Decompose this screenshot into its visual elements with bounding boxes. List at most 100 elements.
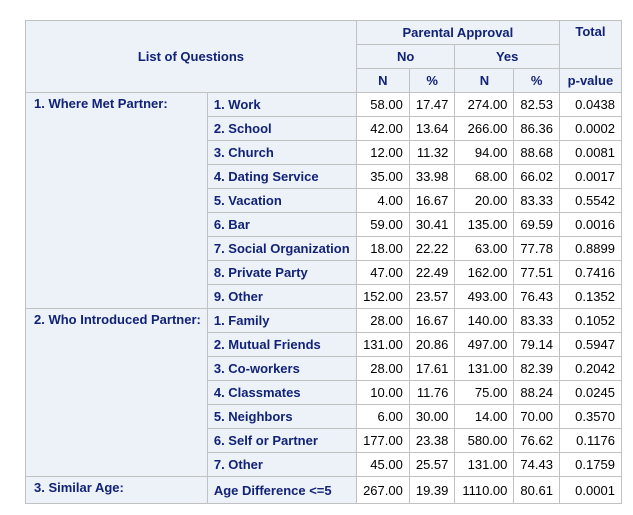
yes-n-cell: 94.00: [454, 140, 515, 165]
yes-pct-cell: 83.33: [513, 308, 560, 333]
p-value-cell: 0.1176: [558, 428, 622, 453]
no-n-cell: 42.00: [355, 116, 410, 141]
question-group-label: 1. Where Met Partner:: [25, 92, 208, 309]
yes-n-cell: 140.00: [454, 308, 515, 333]
answer-label: 5. Vacation: [206, 188, 357, 213]
no-pct-cell: 11.76: [408, 380, 456, 405]
answer-label: 3. Co-workers: [206, 356, 357, 381]
no-n-cell: 6.00: [355, 404, 410, 429]
yes-pct-cell: 77.51: [513, 260, 560, 285]
no-n-cell: 59.00: [355, 212, 410, 237]
table-row: 2. Mutual Friends 131.00 20.86 497.00 79.14 0…: [26, 332, 622, 357]
answer-label: 3. Church: [206, 140, 357, 165]
no-pct-cell: 17.47: [408, 92, 456, 117]
p-value-cell: 0.5947: [558, 332, 622, 357]
no-pct-header: %: [408, 68, 456, 93]
parental-approval-header: Parental Approval: [355, 20, 560, 45]
yes-n-cell: 131.00: [454, 452, 515, 477]
p-value-cell: 0.2042: [558, 356, 622, 381]
yes-pct-cell: 80.61: [513, 476, 560, 504]
no-header: No: [355, 44, 456, 69]
yes-n-cell: 63.00: [454, 236, 515, 261]
no-n-cell: 28.00: [355, 308, 410, 333]
yes-n-cell: 493.00: [454, 284, 515, 309]
list-of-questions-header: List of Questions: [25, 20, 357, 93]
answer-label: 9. Other: [206, 284, 357, 309]
p-value-cell: 0.3570: [558, 404, 622, 429]
answer-label: 4. Dating Service: [206, 164, 357, 189]
report-container: List of Questions Parental Approval Tota…: [25, 20, 622, 504]
no-pct-cell: 23.57: [408, 284, 456, 309]
table-row: 3. Similar Age: Age Difference <=5 267.00 1…: [25, 476, 622, 504]
no-n-cell: 152.00: [355, 284, 410, 309]
no-pct-cell: 33.98: [408, 164, 456, 189]
no-n-cell: 18.00: [355, 236, 410, 261]
answer-label: 7. Social Organization: [206, 236, 357, 261]
yes-n-cell: 131.00: [454, 356, 515, 381]
p-value-cell: 0.1759: [558, 452, 622, 477]
yes-n-cell: 162.00: [454, 260, 515, 285]
p-value-cell: 0.1052: [558, 308, 622, 333]
table-body: 1. Where Met Partner: 1. Work 58.00 17.47 27…: [25, 92, 622, 504]
table-row: 5. Neighbors 6.00 30.00 14.00 70.00 0.3570: [26, 404, 622, 429]
yes-n-cell: 497.00: [454, 332, 515, 357]
yes-n-cell: 68.00: [454, 164, 515, 189]
answer-label: 8. Private Party: [206, 260, 357, 285]
yes-pct-cell: 74.43: [513, 452, 560, 477]
no-pct-cell: 16.67: [408, 308, 456, 333]
p-value-cell: 0.0016: [558, 212, 622, 237]
yes-pct-header: %: [513, 68, 560, 93]
yes-pct-cell: 79.14: [513, 332, 560, 357]
question-group-label: 2. Who Introduced Partner:: [25, 308, 208, 477]
yes-pct-cell: 69.59: [513, 212, 560, 237]
answer-label: 1. Work: [206, 92, 357, 117]
yes-pct-cell: 76.43: [513, 284, 560, 309]
yes-n-cell: 75.00: [454, 380, 515, 405]
yes-n-cell: 135.00: [454, 212, 515, 237]
p-value-cell: 0.8899: [558, 236, 622, 261]
yes-n-cell: 274.00: [454, 92, 515, 117]
no-n-cell: 4.00: [355, 188, 410, 213]
yes-pct-cell: 66.02: [513, 164, 560, 189]
answer-label: 4. Classmates: [206, 380, 357, 405]
no-pct-cell: 17.61: [408, 356, 456, 381]
yes-pct-cell: 82.53: [513, 92, 560, 117]
p-value-cell: 0.0081: [558, 140, 622, 165]
yes-pct-cell: 83.33: [513, 188, 560, 213]
yes-pct-cell: 82.39: [513, 356, 560, 381]
answer-label: 7. Other: [206, 452, 357, 477]
p-value-cell: 0.1352: [558, 284, 622, 309]
table-row: 3. Co-workers 28.00 17.61 131.00 82.39 0.2042: [26, 356, 622, 381]
yes-header: Yes: [454, 44, 560, 69]
answer-label: 6. Self or Partner: [206, 428, 357, 453]
no-pct-cell: 11.32: [408, 140, 456, 165]
table-row: 6. Self or Partner 177.00 23.38 580.00 76.62…: [26, 428, 622, 453]
answer-label: 2. School: [206, 116, 357, 141]
p-value-cell: 0.0002: [558, 116, 622, 141]
yes-pct-cell: 86.36: [513, 116, 560, 141]
no-n-cell: 28.00: [355, 356, 410, 381]
yes-pct-cell: 88.24: [513, 380, 560, 405]
no-pct-cell: 16.67: [408, 188, 456, 213]
yes-n-cell: 20.00: [454, 188, 515, 213]
yes-pct-cell: 76.62: [513, 428, 560, 453]
parental-approval-table: List of Questions Parental Approval Tota…: [25, 20, 622, 504]
total-header: Total: [558, 20, 622, 69]
no-n-cell: 47.00: [355, 260, 410, 285]
table-row: 7. Other 45.00 25.57 131.00 74.43 0.1759: [26, 452, 622, 477]
p-value-cell: 0.0245: [558, 380, 622, 405]
no-n-cell: 177.00: [355, 428, 410, 453]
table-row: 2. School 42.00 13.64 266.00 86.36 0.0002: [26, 116, 622, 141]
table-row: 3. Church 12.00 11.32 94.00 88.68 0.0081: [26, 140, 622, 165]
table-row: 6. Bar 59.00 30.41 135.00 69.59 0.0016: [26, 212, 622, 237]
answer-label: Age Difference <=5: [206, 476, 357, 504]
answer-label: 2. Mutual Friends: [206, 332, 357, 357]
no-n-header: N: [355, 68, 410, 93]
p-value-cell: 0.0017: [558, 164, 622, 189]
no-pct-cell: 20.86: [408, 332, 456, 357]
table-row: 7. Social Organization 18.00 22.22 63.00 77.…: [26, 236, 622, 261]
table-row: 8. Private Party 47.00 22.49 162.00 77.51 0.7…: [26, 260, 622, 285]
no-n-cell: 131.00: [355, 332, 410, 357]
p-value-cell: 0.7416: [558, 260, 622, 285]
no-pct-cell: 22.22: [408, 236, 456, 261]
